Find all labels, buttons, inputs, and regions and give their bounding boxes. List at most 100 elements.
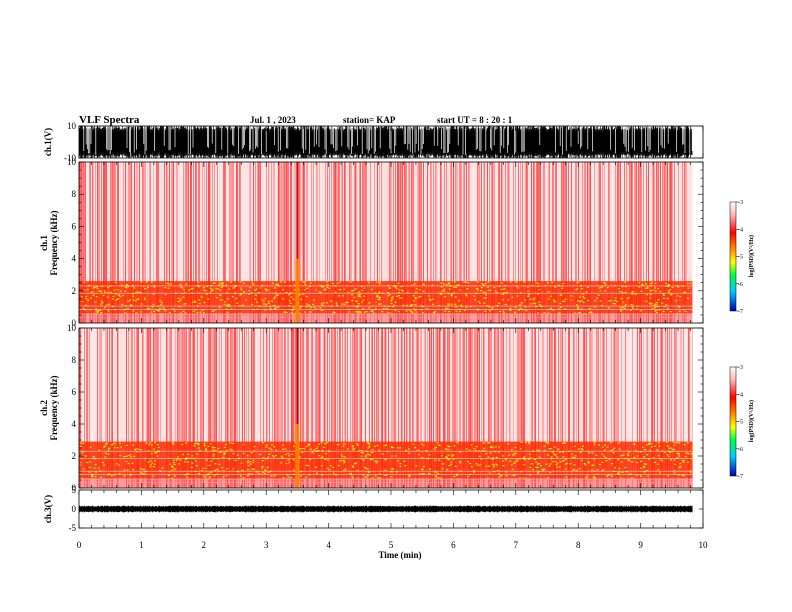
- sp1-speckle: [635, 308, 638, 310]
- sp1-speckle: [455, 310, 458, 312]
- colorbar-tick-label: -4: [738, 392, 743, 398]
- sp2-speckle: [489, 446, 492, 449]
- sp2-streak: [320, 328, 321, 488]
- sp2-streak: [128, 328, 129, 488]
- sp2-speckle: [207, 445, 210, 447]
- sp1-streak: [468, 162, 469, 323]
- sp2-speckle: [194, 460, 197, 462]
- sp1-streak: [327, 162, 328, 323]
- sp1-streak: [171, 162, 172, 323]
- sp1-streak: [187, 162, 188, 323]
- sp1-speckle: [97, 290, 100, 292]
- sp1-streak: [368, 162, 369, 323]
- sp2-streak: [144, 328, 145, 488]
- sp2-speckle: [448, 446, 451, 448]
- sp2-speckle: [230, 449, 233, 451]
- sp2-speckle: [134, 449, 137, 451]
- sp2-speckle: [346, 448, 349, 450]
- sp2-speckle: [88, 471, 91, 473]
- sp2-speckle: [203, 443, 206, 445]
- sp1-streak: [363, 162, 364, 323]
- sp2-speckle: [371, 477, 374, 479]
- sp1-speckle: [334, 291, 337, 293]
- sp1-streak: [394, 162, 395, 323]
- sp1-streak: [471, 162, 472, 323]
- sp1-streak: [601, 162, 602, 323]
- sp2-speckle: [232, 442, 235, 445]
- sp2-speckle: [543, 449, 546, 452]
- sp1-streak: [607, 162, 608, 323]
- sp1-speckle: [577, 306, 579, 308]
- sp2-streak: [413, 328, 414, 488]
- sp1-streak: [491, 162, 492, 323]
- sp1-streak: [456, 162, 457, 323]
- sp1-streak: [189, 162, 190, 323]
- sp2-speckle: [97, 467, 100, 469]
- sp2-streak: [289, 328, 290, 488]
- sp2-streak: [683, 328, 684, 488]
- sp1-streak: [655, 162, 656, 323]
- sp2-speckle: [364, 476, 367, 478]
- sp2-streak: [493, 328, 494, 488]
- sp1-streak: [321, 162, 322, 323]
- sp1-streak: [283, 162, 284, 323]
- sp2-streak: [273, 328, 274, 488]
- sp1-streak: [365, 162, 366, 323]
- sp1-speckle: [580, 300, 583, 302]
- sp1-streak: [255, 162, 256, 323]
- sp2-speckle: [645, 444, 648, 446]
- sp2-speckle: [607, 474, 610, 476]
- sp1-streak: [139, 162, 140, 323]
- sp2-streak: [153, 328, 154, 488]
- sp1-speckle: [654, 290, 657, 292]
- sp2-speckle: [673, 459, 676, 461]
- sp2-speckle: [595, 454, 598, 456]
- sp2-speckle: [91, 474, 94, 476]
- sp1-streak: [604, 162, 605, 323]
- sp2-speckle: [522, 458, 525, 460]
- sp1-streak: [486, 162, 487, 323]
- sp2-streak: [168, 328, 169, 488]
- sp2-streak: [241, 328, 242, 488]
- sp1-speckle: [511, 296, 514, 298]
- sp2-speckle: [621, 471, 624, 473]
- sp1-streak: [138, 162, 139, 323]
- x-tick-label: 9: [638, 540, 643, 550]
- ch3-ytick-label: 0: [72, 504, 77, 514]
- sp1-speckle: [596, 297, 598, 299]
- sp1-streak: [123, 162, 124, 323]
- sp1-streak: [320, 162, 321, 323]
- sp1-speckle: [409, 304, 412, 306]
- sp2-speckle: [203, 445, 206, 447]
- sp1-speckle: [203, 287, 205, 289]
- sp1-streak: [635, 162, 636, 323]
- sp1-streak: [467, 162, 468, 323]
- sp1-speckle: [117, 294, 120, 296]
- sp1-streak: [227, 162, 228, 323]
- sp2-speckle: [148, 444, 151, 446]
- sp1-speckle: [464, 281, 467, 283]
- sp2-speckle: [118, 464, 121, 466]
- sp2-speckle: [640, 475, 642, 478]
- sp2-streak: [687, 328, 688, 488]
- sp2-speckle: [550, 456, 553, 458]
- sp1-streak: [109, 162, 110, 323]
- sp1-speckle: [393, 304, 396, 306]
- sp1-speckle: [256, 301, 259, 303]
- sp2-streak: [439, 328, 440, 488]
- sp1-speckle: [145, 281, 148, 283]
- sp2-speckle: [483, 447, 486, 449]
- sp1-speckle: [285, 311, 288, 314]
- sp1-streak: [511, 162, 512, 323]
- sp1-speckle: [406, 291, 409, 293]
- sp1-streak: [657, 162, 658, 323]
- sp2-speckle: [381, 453, 384, 455]
- sp1-speckle: [612, 302, 615, 305]
- sp2-streak: [140, 328, 141, 488]
- sp2-streak: [230, 328, 231, 488]
- sp2-streak: [609, 328, 610, 488]
- sp1-streak: [473, 162, 474, 323]
- sp2-speckle: [196, 453, 199, 455]
- sp1-streak: [507, 162, 508, 323]
